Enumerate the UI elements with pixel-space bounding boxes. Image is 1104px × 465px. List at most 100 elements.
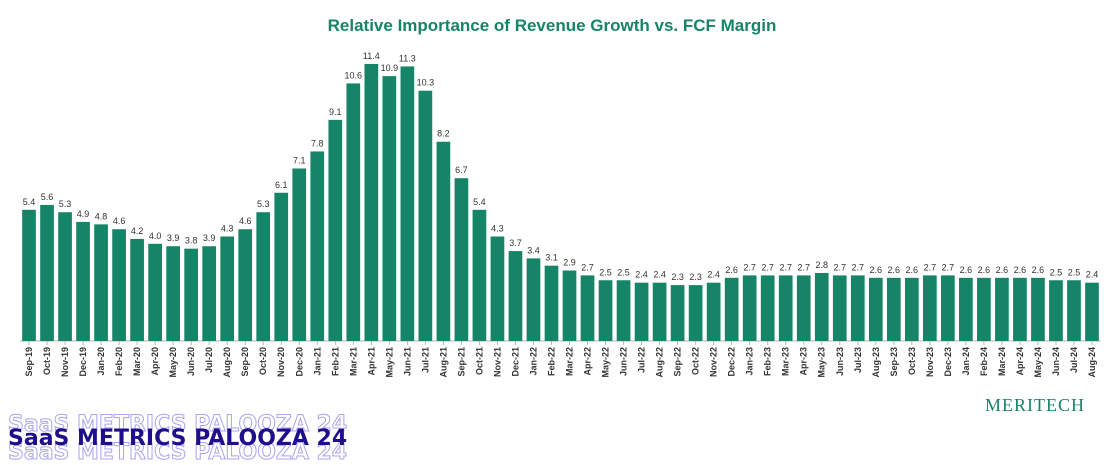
value-label: 2.3 [689, 272, 702, 282]
bar-Nov-21 [490, 236, 505, 341]
value-label: 4.3 [491, 224, 504, 234]
value-label: 4.2 [131, 226, 144, 236]
x-tick-label: Jan-20 [96, 347, 106, 376]
value-label: 2.6 [1014, 265, 1027, 275]
bar-Oct-23 [904, 277, 919, 341]
bar-Aug-20 [220, 236, 235, 341]
bar-Oct-21 [472, 209, 487, 341]
x-tick-label: Oct-22 [691, 347, 701, 375]
bar-Oct-20 [256, 212, 271, 341]
value-label: 4.6 [113, 216, 126, 226]
value-label: 4.3 [221, 224, 234, 234]
x-tick-label: Mar-20 [132, 347, 142, 376]
x-tick-label: Nov-23 [925, 347, 935, 377]
value-label: 10.9 [381, 63, 399, 73]
x-tick-label: Jul-20 [204, 347, 214, 373]
x-tick-label: Jul-23 [853, 347, 863, 373]
bar-Oct-22 [688, 285, 703, 341]
value-label: 2.7 [834, 262, 847, 272]
value-label: 2.5 [599, 267, 612, 277]
value-label: 7.8 [311, 138, 324, 148]
bar-Dec-22 [724, 277, 739, 341]
bar-Aug-22 [652, 282, 667, 341]
bar-Sep-21 [454, 178, 469, 341]
value-label: 4.0 [149, 231, 162, 241]
value-label: 2.6 [996, 265, 1009, 275]
x-tick-label: Feb-21 [330, 347, 340, 376]
bar-Jun-24 [1049, 280, 1063, 341]
x-tick-label: Jun-21 [402, 347, 412, 376]
bar-Nov-19 [58, 212, 72, 341]
x-tick-label: Mar-23 [781, 347, 791, 376]
value-label: 8.2 [437, 129, 450, 139]
x-tick-label: May-20 [168, 347, 178, 378]
bar-Dec-20 [292, 168, 307, 341]
x-tick-label: Feb-20 [114, 347, 124, 376]
value-label: 9.1 [329, 107, 342, 117]
x-tick-label: Aug-24 [1087, 347, 1097, 378]
value-label: 2.5 [617, 267, 630, 277]
bar-Jul-23 [850, 275, 865, 341]
value-label: 7.1 [293, 155, 306, 165]
bar-May-22 [598, 280, 613, 341]
x-tick-label: Apr-21 [366, 347, 376, 376]
value-label: 6.7 [455, 165, 468, 175]
bar-Mar-22 [562, 270, 577, 341]
value-label: 2.6 [978, 265, 991, 275]
value-label: 2.4 [707, 270, 720, 280]
value-label: 2.8 [815, 260, 828, 270]
value-label: 2.6 [906, 265, 919, 275]
x-tick-label: Sep-21 [456, 347, 466, 377]
bar-Nov-20 [274, 192, 289, 341]
value-label: 11.3 [399, 53, 416, 63]
value-label: 3.4 [527, 245, 540, 255]
x-tick-label: Sep-20 [240, 347, 250, 377]
logo-outline-top: SaaS METRICS PALOOZA 24 [7, 412, 348, 438]
bar-Feb-22 [544, 265, 559, 341]
x-tick-label: May-23 [817, 347, 827, 378]
x-tick-label: Apr-23 [799, 347, 809, 376]
bar-Mar-20 [130, 238, 144, 341]
bar-Mar-21 [346, 83, 361, 342]
value-label: 2.6 [1032, 265, 1045, 275]
x-tick-label: Nov-21 [492, 347, 502, 377]
x-tick-label: Jan-21 [312, 347, 322, 376]
value-label: 2.4 [1086, 270, 1099, 280]
bar-Jun-21 [400, 66, 415, 341]
bar-Jun-23 [832, 275, 847, 341]
bar-Apr-20 [148, 243, 162, 341]
bar-Apr-23 [796, 275, 811, 341]
bar-Apr-24 [1013, 277, 1027, 341]
value-label: 10.6 [345, 70, 363, 80]
x-tick-label: Mar-24 [997, 347, 1007, 376]
bar-Aug-23 [868, 277, 883, 341]
bar-Dec-21 [508, 251, 523, 341]
value-label: 3.9 [203, 233, 216, 243]
x-tick-label: Feb-23 [763, 347, 773, 376]
bar-chart: 5.4 5.6 5.3 4.9 4.8 4.6 4.2 4.0 3.9 3.8 3.9 4.3 4.6 5… [20, 51, 1101, 378]
bar-Mar-23 [778, 275, 793, 341]
x-tick-label: Dec-23 [943, 347, 953, 377]
value-label: 5.6 [41, 192, 54, 202]
value-label: 6.1 [275, 180, 288, 190]
bar-Jul-20 [202, 246, 217, 341]
x-tick-label: Oct-20 [258, 347, 268, 375]
value-label: 5.4 [473, 197, 486, 207]
x-tick-label: May-21 [384, 347, 394, 378]
value-label: 5.3 [59, 199, 72, 209]
x-tick-label: Aug-20 [222, 347, 232, 378]
value-label: 5.4 [23, 197, 36, 207]
x-tick-label: Sep-22 [673, 347, 683, 377]
bar-Aug-24 [1085, 282, 1099, 341]
value-label: 2.6 [888, 265, 901, 275]
bar-May-20 [166, 246, 180, 341]
x-tick-label: Jul-21 [420, 347, 430, 373]
x-tick-label: Aug-23 [871, 347, 881, 378]
value-label: 11.4 [363, 51, 380, 61]
bar-Jan-23 [742, 275, 757, 341]
bar-Apr-22 [580, 275, 595, 341]
bar-Sep-22 [670, 285, 685, 341]
value-label: 2.4 [653, 270, 666, 280]
x-tick-label: Jan-22 [528, 347, 538, 376]
x-tick-label: May-24 [1033, 347, 1043, 378]
